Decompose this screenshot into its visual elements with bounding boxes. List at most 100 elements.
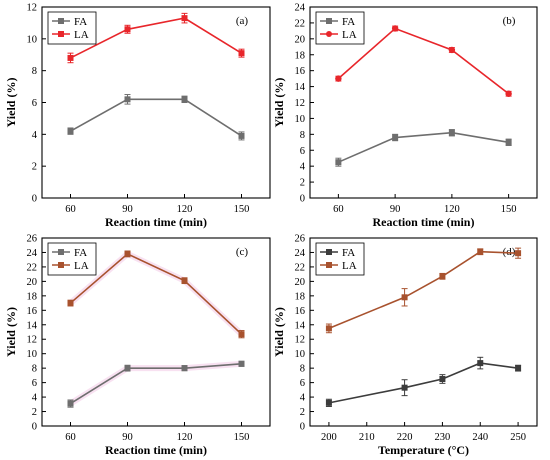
y-axis-label: Yield (%) (272, 307, 286, 357)
y-axis-label: Yield (%) (4, 78, 18, 128)
data-point (401, 294, 408, 301)
y-tick-label: 16 (295, 306, 306, 317)
series-line (70, 363, 242, 405)
series-glow (68, 360, 242, 407)
data-point (67, 300, 74, 307)
x-tick-label: 220 (397, 432, 413, 443)
y-tick-label: 18 (27, 291, 38, 302)
y-tick-label: 0 (32, 194, 37, 205)
series-line (70, 98, 242, 137)
y-tick-label: 12 (295, 98, 306, 109)
y-tick-label: 2 (300, 178, 305, 189)
y-tick-label: 4 (32, 393, 38, 404)
data-point (401, 384, 408, 391)
x-tick-label: 200 (321, 432, 337, 443)
data-point (505, 139, 512, 146)
y-tick-label: 12 (27, 335, 38, 346)
y-tick-label: 8 (32, 66, 37, 77)
series-la (335, 25, 512, 97)
data-point (392, 134, 399, 141)
y-tick-label: 24 (295, 3, 306, 14)
legend-label: FA (74, 16, 87, 28)
x-tick-label: 90 (390, 204, 401, 215)
x-axis-label: Temperature (°C) (378, 443, 469, 457)
y-tick-label: 6 (32, 98, 37, 109)
y-tick-label: 4 (300, 162, 306, 173)
y-tick-label: 26 (27, 234, 38, 245)
legend-box (47, 11, 97, 45)
series-fa (325, 356, 522, 407)
x-axis-label: Reaction time (min) (105, 443, 207, 457)
x-axis-label: Reaction time (min) (105, 215, 207, 229)
y-tick-label: 6 (300, 146, 305, 157)
panel-label: (a) (236, 15, 249, 27)
legend-marker (58, 31, 64, 37)
y-tick-label: 14 (27, 320, 38, 331)
legend-label: FA (74, 247, 87, 259)
data-point (181, 15, 188, 22)
y-tick-label: 22 (295, 18, 306, 29)
y-tick-label: 18 (295, 291, 306, 302)
data-point (124, 250, 131, 257)
legend-box (315, 11, 365, 45)
legend-label: LA (74, 29, 89, 41)
y-axis-label: Yield (%) (4, 307, 18, 357)
legend-label: LA (342, 260, 357, 272)
data-point (67, 54, 74, 61)
x-tick-label: 120 (177, 432, 193, 443)
x-tick-label: 250 (510, 432, 526, 443)
data-point (505, 90, 512, 97)
legend-label: LA (74, 260, 89, 272)
data-point (335, 159, 342, 166)
series-line (338, 131, 509, 163)
y-tick-label: 0 (300, 194, 305, 205)
data-point (515, 365, 522, 372)
data-point (439, 376, 446, 382)
x-tick-label: 240 (472, 432, 488, 443)
x-tick-label: 60 (65, 204, 76, 215)
data-point (238, 360, 245, 367)
data-point (238, 50, 245, 57)
y-tick-label: 6 (300, 378, 305, 389)
panel-label: (b) (503, 15, 516, 27)
x-tick-label: 150 (234, 432, 250, 443)
data-point (325, 325, 332, 332)
legend-label: FA (342, 247, 355, 259)
legend-marker (326, 31, 332, 37)
y-tick-label: 24 (295, 248, 306, 259)
y-tick-label: 2 (32, 407, 37, 418)
data-point (67, 400, 74, 407)
y-tick-label: 2 (32, 162, 37, 173)
y-tick-label: 6 (32, 378, 37, 389)
y-tick-label: 20 (27, 277, 38, 288)
legend-marker (58, 18, 64, 24)
y-tick-label: 18 (295, 50, 306, 61)
data-point (181, 365, 188, 372)
y-tick-label: 20 (295, 34, 306, 45)
data-point (67, 128, 74, 135)
y-axis-label: Yield (%) (272, 78, 286, 128)
y-tick-label: 8 (300, 130, 305, 141)
legend-marker (326, 249, 332, 255)
y-tick-label: 0 (300, 422, 305, 433)
y-tick-label: 12 (27, 3, 38, 14)
data-point (124, 26, 131, 33)
y-tick-label: 22 (295, 262, 306, 273)
x-tick-label: 210 (359, 432, 375, 443)
data-point (181, 277, 188, 284)
y-tick-label: 12 (295, 335, 306, 346)
legend-marker (58, 262, 64, 268)
x-tick-label: 60 (333, 204, 344, 215)
chart-panel-a: 0 2 4 6 8 10 12 60 90 120 150 Reaction time (min) Yi… (4, 3, 271, 229)
data-point (181, 96, 188, 103)
y-tick-label: 16 (27, 306, 38, 317)
y-tick-label: 16 (295, 66, 306, 77)
data-point (477, 360, 484, 367)
legend-marker (58, 249, 64, 255)
y-tick-label: 26 (295, 234, 306, 245)
series-line (70, 17, 242, 59)
